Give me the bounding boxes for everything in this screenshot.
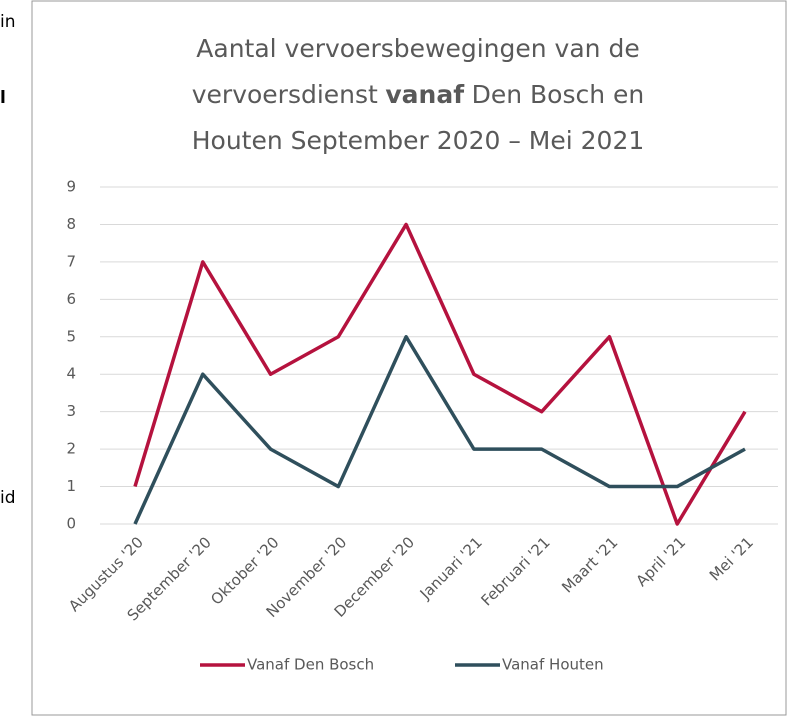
x-tick-label: Mei '21	[706, 533, 757, 584]
y-tick-label: 9	[66, 178, 76, 196]
title-part: Aantal vervoersbewegingen van de	[196, 34, 639, 63]
title-part: Houten September 2020 – Mei 2021	[192, 126, 645, 155]
legend-label: Vanaf Den Bosch	[247, 656, 374, 674]
title-part: vanaf	[385, 80, 465, 109]
x-tick-label: Januari '21	[416, 533, 486, 603]
x-tick-label: April '21	[632, 533, 689, 590]
legend-label: Vanaf Houten	[502, 656, 604, 674]
x-tick-label: Februari '21	[477, 533, 553, 609]
title-part: vervoersdienst	[192, 80, 378, 109]
data-line	[133, 222, 747, 526]
doc-text: id	[0, 488, 16, 508]
data-line	[133, 335, 746, 525]
chart-title: Houten September 2020 – Mei 2021	[192, 126, 645, 155]
y-tick-label: 5	[66, 327, 76, 345]
y-tick-label: 2	[66, 440, 76, 458]
y-tick-label: 1	[66, 477, 76, 495]
y-tick-label: 7	[66, 252, 76, 270]
y-tick-label: 4	[66, 365, 76, 383]
doc-text: in	[0, 12, 16, 32]
y-tick-label: 6	[66, 290, 76, 308]
x-tick-label: Oktober '20	[207, 533, 282, 608]
title-part: Den Bosch en	[472, 80, 645, 109]
chart-title: Aantal vervoersbewegingen van de	[196, 34, 639, 63]
y-tick-label: 8	[66, 215, 76, 233]
y-tick-label: 0	[66, 515, 76, 533]
chart-frame	[31, 0, 787, 716]
x-tick-label: Maart '21	[558, 533, 621, 596]
chart-title: vervoersdienst vanaf Den Bosch en	[192, 80, 644, 109]
y-tick-label: 3	[66, 402, 76, 420]
doc-text: l	[0, 88, 6, 108]
